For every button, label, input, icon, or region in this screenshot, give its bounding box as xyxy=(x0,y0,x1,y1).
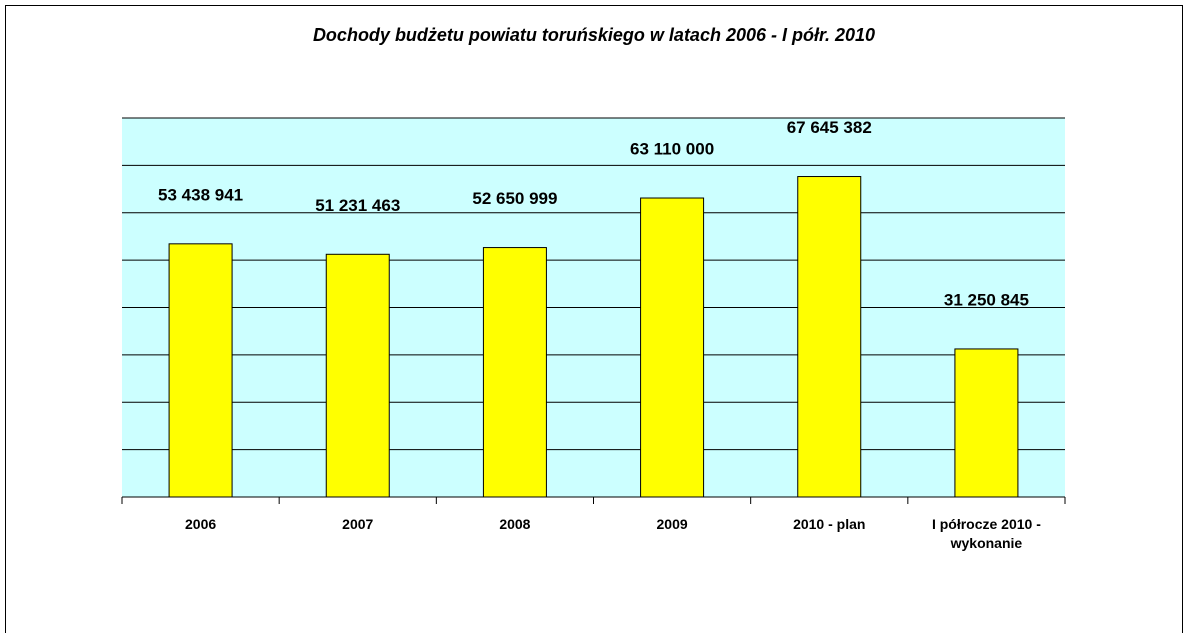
chart-title: Dochody budżetu powiatu toruńskiego w la… xyxy=(313,25,875,45)
bar xyxy=(482,247,547,498)
value-label: 63 110 000 xyxy=(630,140,714,159)
bar xyxy=(954,348,1019,498)
x-tick-label: I półrocze 2010 - wykonanie xyxy=(931,516,1041,551)
x-tick-label: 2008 xyxy=(499,516,531,532)
bar xyxy=(640,197,705,498)
bar xyxy=(325,253,390,498)
value-label: 52 650 999 xyxy=(472,189,557,208)
x-tick-label: 2006 xyxy=(185,516,217,532)
x-tick-label: 2009 xyxy=(656,516,688,532)
value-label: 51 231 463 xyxy=(315,196,400,215)
x-tick-label: 2007 xyxy=(342,516,374,532)
value-label: 67 645 382 xyxy=(787,118,872,137)
value-label: 31 250 845 xyxy=(944,290,1029,309)
x-tick-label: 2010 - plan xyxy=(793,516,866,532)
bar xyxy=(168,243,233,498)
bar xyxy=(797,176,862,498)
value-label: 53 438 941 xyxy=(158,185,243,204)
